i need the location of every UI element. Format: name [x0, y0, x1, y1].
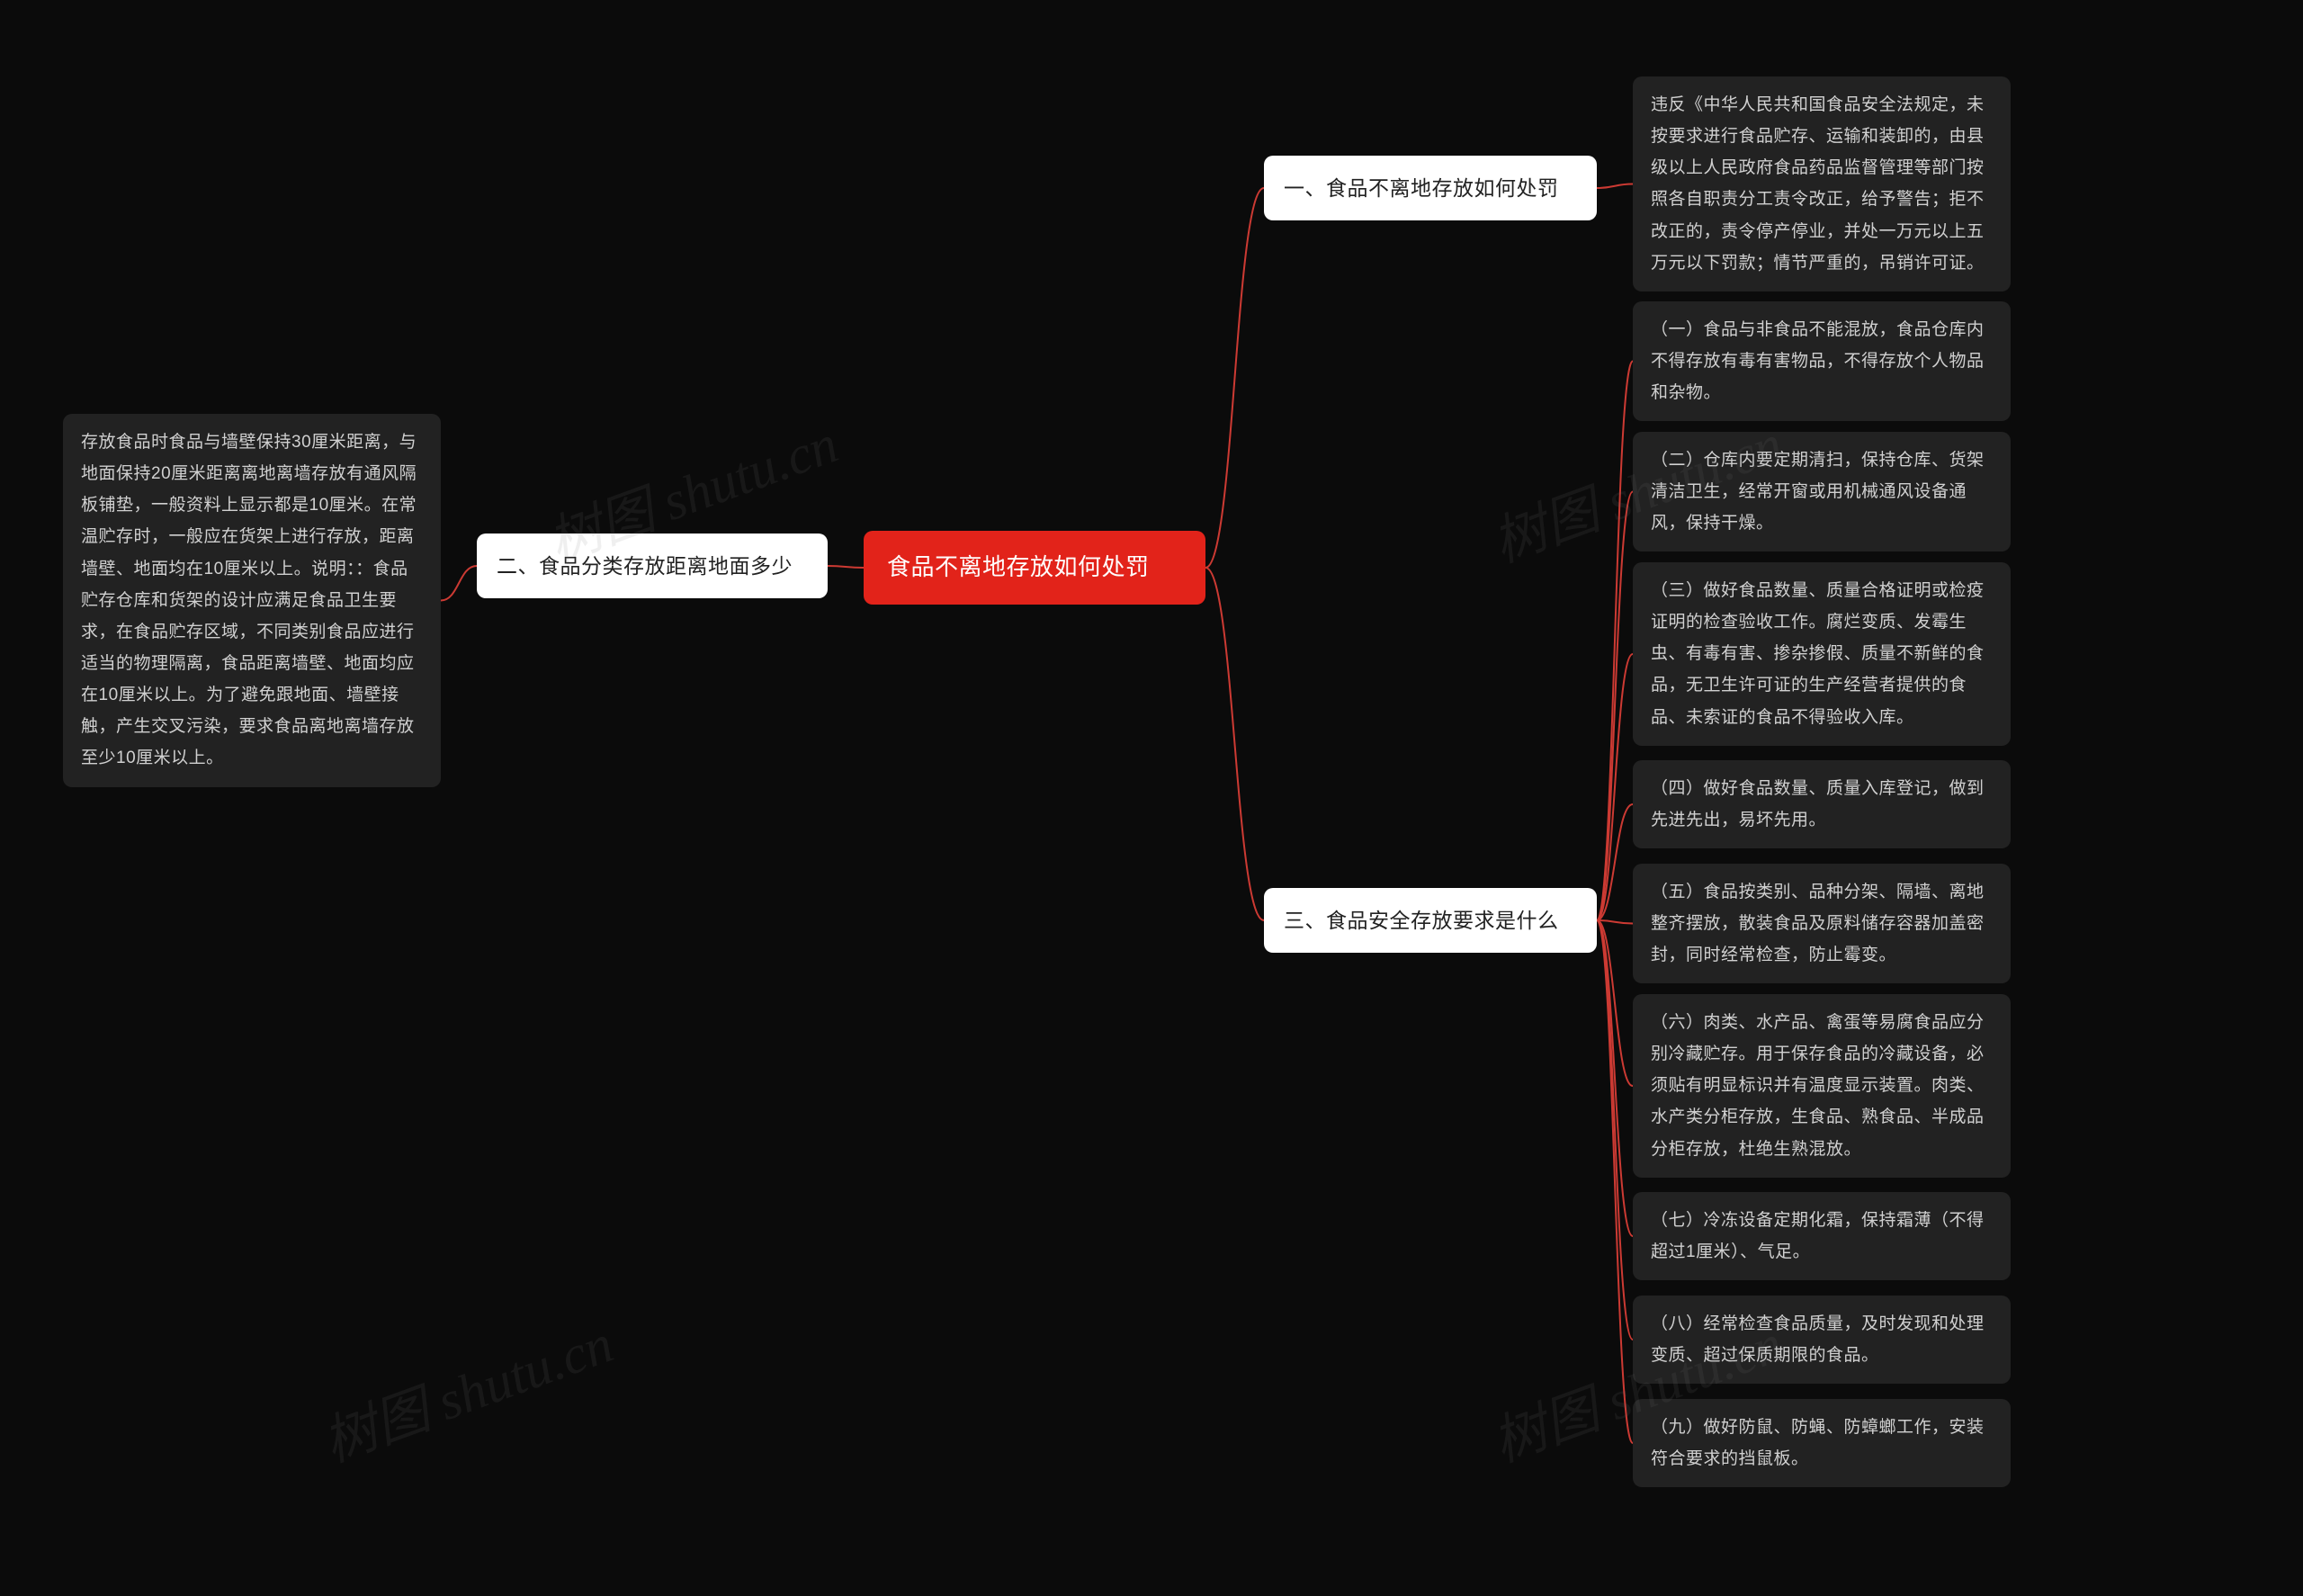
leaf-node[interactable]: （九）做好防鼠、防蝇、防蟑螂工作，安装符合要求的挡鼠板。: [1633, 1399, 2011, 1487]
watermark: 树图 shutu.cn: [310, 1300, 622, 1477]
leaf-node[interactable]: 存放食品时食品与墙壁保持30厘米距离，与地面保持20厘米距离离地离墙存放有通风隔…: [63, 414, 441, 787]
leaf-node[interactable]: （八）经常检查食品质量，及时发现和处理变质、超过保质期限的食品。: [1633, 1296, 2011, 1384]
leaf-node[interactable]: （二）仓库内要定期清扫，保持仓库、货架清洁卫生，经常开窗或用机械通风设备通风，保…: [1633, 432, 2011, 551]
leaf-node[interactable]: （四）做好食品数量、质量入库登记，做到先进先出，易坏先用。: [1633, 760, 2011, 848]
leaf-node[interactable]: （七）冷冻设备定期化霜，保持霜薄（不得超过1厘米）、气足。: [1633, 1192, 2011, 1280]
branch-node[interactable]: 三、食品安全存放要求是什么: [1264, 888, 1597, 953]
leaf-node[interactable]: 违反《中华人民共和国食品安全法规定，未按要求进行食品贮存、运输和装卸的，由县级以…: [1633, 76, 2011, 291]
leaf-node[interactable]: （五）食品按类别、品种分架、隔墙、离地整齐摆放，散装食品及原料储存容器加盖密封，…: [1633, 864, 2011, 983]
leaf-node[interactable]: （六）肉类、水产品、禽蛋等易腐食品应分别冷藏贮存。用于保存食品的冷藏设备，必须贴…: [1633, 994, 2011, 1178]
leaf-node[interactable]: （三）做好食品数量、质量合格证明或检疫证明的检查验收工作。腐烂变质、发霉生虫、有…: [1633, 562, 2011, 746]
branch-node[interactable]: 二、食品分类存放距离地面多少: [477, 533, 828, 598]
branch-node[interactable]: 一、食品不离地存放如何处罚: [1264, 156, 1597, 220]
mindmap-root[interactable]: 食品不离地存放如何处罚: [864, 531, 1205, 605]
leaf-node[interactable]: （一）食品与非食品不能混放，食品仓库内不得存放有毒有害物品，不得存放个人物品和杂…: [1633, 301, 2011, 421]
